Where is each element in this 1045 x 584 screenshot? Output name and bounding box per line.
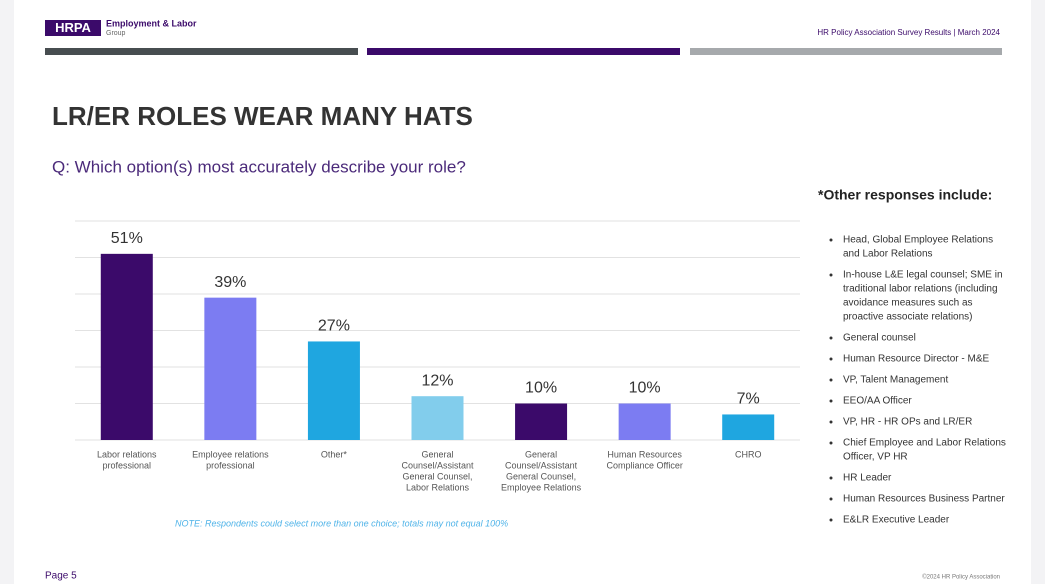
data-label: 51% <box>111 230 143 247</box>
x-tick-label: General <box>421 449 453 459</box>
x-tick-label: professional <box>103 460 152 470</box>
other-item: VP, Talent Management <box>843 375 948 386</box>
bar <box>515 403 568 440</box>
bullet <box>829 420 833 424</box>
other-item: General counsel <box>843 333 916 344</box>
other-item: Head, Global Employee Relations <box>843 235 993 246</box>
x-tick-label: Counsel/Assistant <box>401 460 474 470</box>
other-item: and Labor Relations <box>843 249 933 260</box>
bar <box>100 253 153 440</box>
data-label: 10% <box>629 380 661 397</box>
header-rule <box>690 48 1002 55</box>
org-name: Employment & Labor <box>106 18 197 28</box>
bar <box>722 414 775 440</box>
x-tick-label: Counsel/Assistant <box>505 460 578 470</box>
slide-title: LR/ER ROLES WEAR MANY HATS <box>52 101 473 131</box>
x-tick-label: Employee relations <box>192 449 269 459</box>
other-item: In-house L&E legal counsel; SME in <box>843 270 1003 281</box>
org-sub: Group <box>106 30 126 37</box>
bullet <box>829 273 833 277</box>
other-item: proactive associate relations) <box>843 312 973 323</box>
x-tick-label: Employee Relations <box>501 482 582 492</box>
bullet <box>829 518 833 522</box>
bullet <box>829 336 833 340</box>
other-item: Chief Employee and Labor Relations <box>843 438 1006 449</box>
other-item: VP, HR - HR OPs and LR/ER <box>843 417 972 428</box>
bar <box>307 341 360 440</box>
data-label: 27% <box>318 318 350 335</box>
bullet <box>829 441 833 445</box>
note: NOTE: Respondents could select more than… <box>175 518 508 528</box>
x-tick-label: Labor Relations <box>406 482 470 492</box>
question: Q: Which option(s) most accurately descr… <box>52 157 466 176</box>
bullet <box>829 238 833 242</box>
header-rule <box>367 48 680 55</box>
other-item: EEO/AA Officer <box>843 396 912 407</box>
other-item: Human Resource Director - M&E <box>843 354 989 365</box>
x-tick-label: General <box>525 449 557 459</box>
bullet <box>829 378 833 382</box>
other-item: avoidance measures such as <box>843 298 973 309</box>
slide-background <box>14 0 1031 584</box>
survey-label: HR Policy Association Survey Results | M… <box>817 28 1000 37</box>
other-heading: *Other responses include: <box>818 187 992 203</box>
logo-text: HRPA <box>55 20 91 35</box>
x-tick-label: General Counsel, <box>506 471 576 481</box>
bullet <box>829 399 833 403</box>
copyright: ©2024 HR Policy Association <box>922 574 1000 581</box>
bar <box>204 297 257 440</box>
x-tick-label: Labor relations <box>97 449 157 459</box>
x-tick-label: General Counsel, <box>402 471 472 481</box>
bar <box>618 403 671 440</box>
x-tick-label: CHRO <box>735 449 762 459</box>
other-item: Officer, VP HR <box>843 452 908 463</box>
data-label: 7% <box>737 391 760 408</box>
other-item: Human Resources Business Partner <box>843 494 1005 505</box>
header-rule <box>45 48 358 55</box>
other-item: E&LR Executive Leader <box>843 515 950 526</box>
data-label: 10% <box>525 380 557 397</box>
x-tick-label: Other* <box>321 449 348 459</box>
page-number: Page 5 <box>45 571 77 582</box>
data-label: 12% <box>421 372 453 389</box>
x-tick-label: Human Resources <box>607 449 682 459</box>
other-item: traditional labor relations (including <box>843 284 998 295</box>
logo-box <box>45 20 101 36</box>
data-label: 39% <box>214 274 246 291</box>
bullet <box>829 497 833 501</box>
other-item: HR Leader <box>843 473 892 484</box>
bullet <box>829 476 833 480</box>
bullet <box>829 357 833 361</box>
x-tick-label: Compliance Officer <box>606 460 682 470</box>
x-tick-label: professional <box>206 460 255 470</box>
bar <box>411 396 464 440</box>
